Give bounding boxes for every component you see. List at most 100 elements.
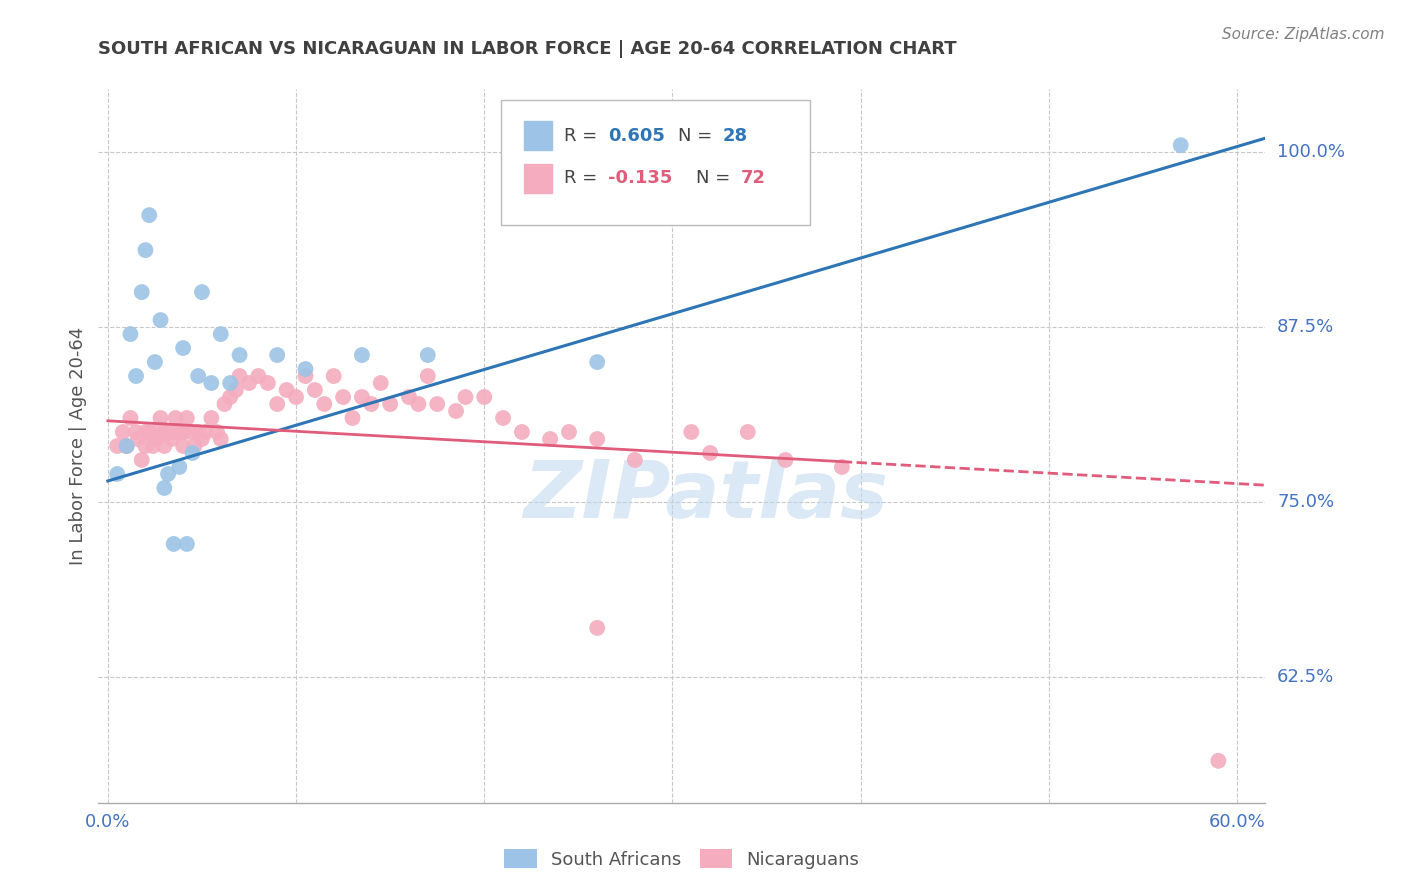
Point — [266, 348, 288, 362]
Point — [200, 411, 222, 425]
Point — [342, 411, 364, 425]
Point — [238, 376, 260, 390]
Text: N =: N = — [696, 169, 735, 187]
Point — [416, 369, 439, 384]
Point — [105, 467, 128, 481]
Point — [228, 348, 250, 362]
Point — [115, 439, 138, 453]
Text: 75.0%: 75.0% — [1277, 493, 1334, 511]
Point — [176, 537, 198, 551]
Text: 0.605: 0.605 — [609, 127, 665, 145]
Point — [105, 439, 128, 453]
Point — [322, 369, 344, 384]
Text: R =: R = — [564, 127, 603, 145]
Point — [153, 439, 176, 453]
Point — [219, 390, 242, 404]
Text: SOUTH AFRICAN VS NICARAGUAN IN LABOR FORCE | AGE 20-64 CORRELATION CHART: SOUTH AFRICAN VS NICARAGUAN IN LABOR FOR… — [98, 40, 957, 58]
Point — [586, 432, 609, 446]
Point — [256, 376, 278, 390]
Point — [169, 460, 191, 475]
Point — [276, 383, 298, 397]
Point — [163, 537, 186, 551]
Point — [225, 383, 247, 397]
Point — [294, 369, 316, 384]
Point — [492, 411, 515, 425]
Text: 87.5%: 87.5% — [1277, 318, 1334, 336]
Point — [187, 369, 209, 384]
Point — [681, 425, 703, 439]
Point — [191, 285, 214, 299]
Point — [314, 397, 336, 411]
Point — [472, 390, 495, 404]
Text: 100.0%: 100.0% — [1277, 143, 1346, 161]
Point — [332, 390, 354, 404]
Bar — [524, 164, 553, 193]
Point — [153, 425, 176, 439]
Point — [115, 439, 138, 453]
Point — [737, 425, 759, 439]
Point — [699, 446, 721, 460]
Point — [120, 327, 142, 342]
Point — [153, 481, 176, 495]
Text: N =: N = — [679, 127, 718, 145]
Point — [408, 397, 430, 411]
Point — [157, 467, 180, 481]
Point — [454, 390, 477, 404]
Point — [169, 425, 191, 439]
Point — [191, 432, 214, 446]
Point — [131, 453, 153, 467]
Point — [176, 411, 198, 425]
Point — [120, 411, 142, 425]
Point — [1208, 754, 1230, 768]
Point — [285, 390, 308, 404]
Point — [538, 432, 561, 446]
Text: Source: ZipAtlas.com: Source: ZipAtlas.com — [1222, 27, 1385, 42]
Point — [187, 425, 209, 439]
Point — [111, 425, 134, 439]
Point — [134, 243, 156, 257]
Point — [416, 348, 439, 362]
Point — [160, 432, 183, 446]
Point — [294, 362, 316, 376]
Point — [209, 327, 232, 342]
Point — [247, 369, 270, 384]
Point — [370, 376, 392, 390]
Point — [586, 355, 609, 369]
Point — [200, 376, 222, 390]
Point — [360, 397, 382, 411]
Point — [1170, 138, 1192, 153]
Point — [125, 425, 148, 439]
Text: 72: 72 — [741, 169, 765, 187]
Point — [163, 425, 186, 439]
Point — [775, 453, 797, 467]
Point — [209, 432, 232, 446]
Point — [586, 621, 609, 635]
Point — [180, 425, 202, 439]
Point — [378, 397, 402, 411]
Text: 62.5%: 62.5% — [1277, 668, 1334, 686]
Point — [510, 425, 533, 439]
Point — [172, 341, 194, 355]
Legend: South Africans, Nicaraguans: South Africans, Nicaraguans — [498, 842, 866, 876]
Point — [134, 425, 156, 439]
Point — [131, 285, 153, 299]
Point — [149, 411, 172, 425]
Point — [558, 425, 581, 439]
Text: -0.135: -0.135 — [609, 169, 672, 187]
Y-axis label: In Labor Force | Age 20-64: In Labor Force | Age 20-64 — [69, 326, 87, 566]
Text: 28: 28 — [723, 127, 748, 145]
Point — [142, 439, 165, 453]
Point — [127, 432, 149, 446]
Point — [831, 460, 853, 475]
Point — [444, 404, 467, 418]
Point — [266, 397, 288, 411]
Point — [172, 439, 194, 453]
Text: R =: R = — [564, 169, 603, 187]
Point — [143, 425, 166, 439]
Point — [125, 369, 148, 384]
Point — [624, 453, 647, 467]
Point — [183, 439, 205, 453]
Point — [350, 348, 373, 362]
Point — [194, 425, 217, 439]
Point — [138, 425, 160, 439]
